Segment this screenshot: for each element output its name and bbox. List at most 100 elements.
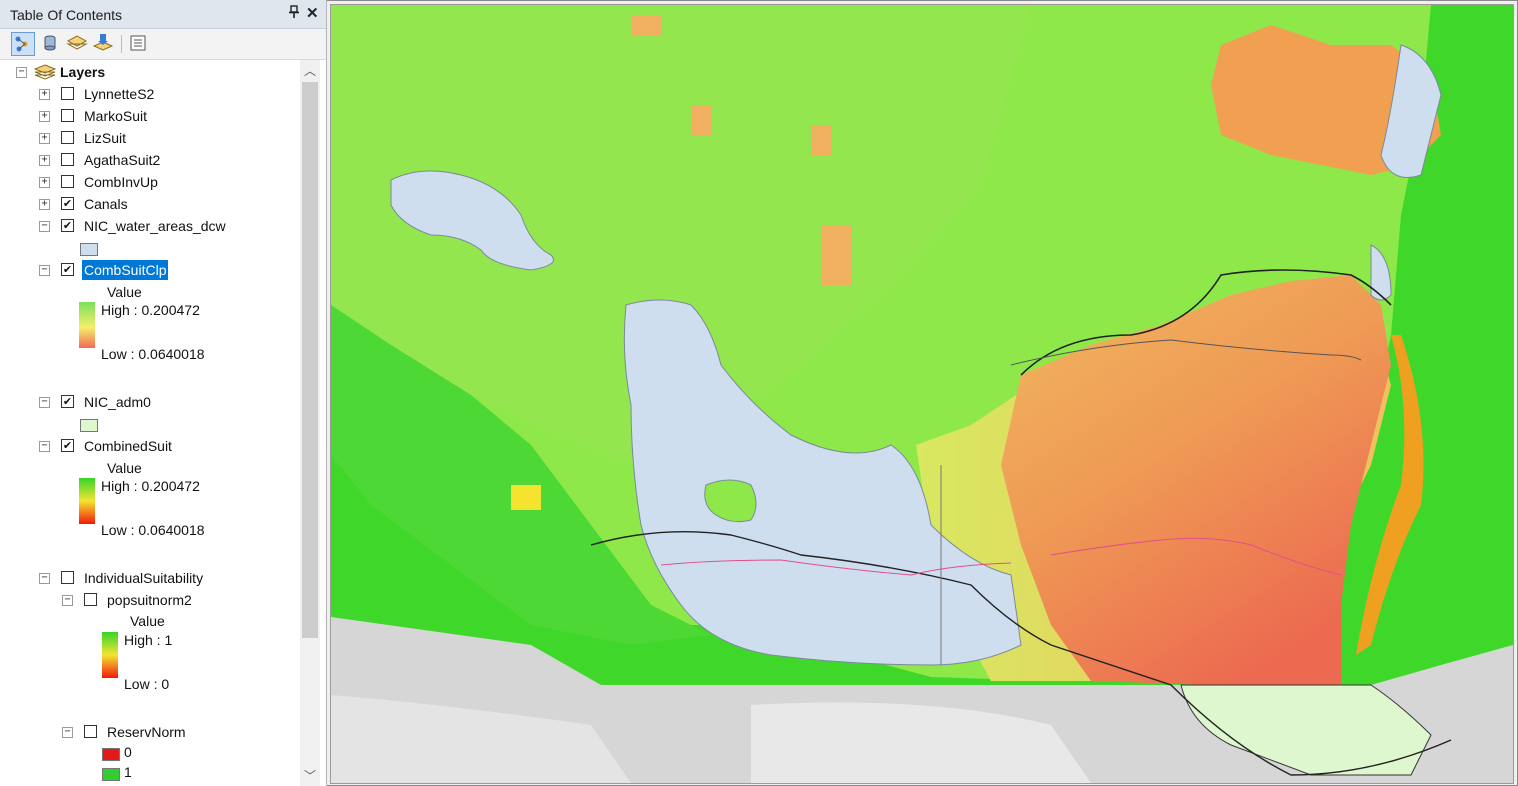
legend-swatch-one[interactable] bbox=[102, 768, 120, 781]
layer-label[interactable]: LizSuit bbox=[84, 130, 127, 146]
legend-swatch-water[interactable] bbox=[80, 243, 98, 256]
layer-visibility-checkbox[interactable]: ✔ bbox=[61, 439, 74, 452]
map-canvas[interactable] bbox=[331, 5, 1513, 783]
table-of-contents-panel: Table Of Contents ✕ − Layers bbox=[0, 0, 327, 786]
raster-patch bbox=[511, 485, 541, 510]
layer-row-combsuitclp[interactable]: − ✔ CombSuitClp bbox=[0, 260, 300, 280]
legend-low: Low : 0.0640018 bbox=[101, 522, 205, 538]
layer-tree: − Layers + LynnetteS2 + MarkoSuit + LizS… bbox=[0, 60, 300, 786]
coastal-lagoon bbox=[1370, 244, 1392, 301]
list-by-drawing-order-button[interactable] bbox=[11, 32, 35, 56]
collapse-icon[interactable]: − bbox=[39, 397, 50, 408]
collapse-icon[interactable]: − bbox=[62, 595, 73, 606]
layers-label: Layers bbox=[60, 64, 106, 80]
close-icon[interactable]: ✕ bbox=[306, 5, 319, 22]
toc-vertical-scrollbar[interactable]: ︿ ﹀ bbox=[300, 60, 320, 786]
layer-row-canals[interactable]: + ✔ Canals bbox=[0, 194, 300, 214]
coastal-lagoon bbox=[1380, 44, 1442, 178]
expand-icon[interactable]: + bbox=[39, 89, 50, 100]
layer-row-reservnorm[interactable]: − ReservNorm bbox=[0, 722, 300, 742]
pin-icon[interactable] bbox=[288, 5, 300, 22]
layer-visibility-checkbox[interactable]: ✔ bbox=[61, 263, 74, 276]
layer-visibility-checkbox[interactable] bbox=[84, 593, 97, 606]
basemap-land bbox=[331, 695, 631, 783]
collapse-icon[interactable]: − bbox=[16, 67, 27, 78]
layer-visibility-checkbox[interactable] bbox=[61, 571, 74, 584]
layer-visibility-checkbox[interactable] bbox=[61, 153, 74, 166]
tree-root-layers[interactable]: − Layers bbox=[0, 62, 300, 82]
options-button[interactable] bbox=[127, 32, 151, 56]
layer-row-lizsuit[interactable]: + LizSuit bbox=[0, 128, 300, 148]
expand-icon[interactable]: + bbox=[39, 111, 50, 122]
admin-boundary-south bbox=[1180, 684, 1432, 776]
layer-row-markosuit[interactable]: + MarkoSuit bbox=[0, 106, 300, 126]
collapse-icon[interactable]: − bbox=[39, 221, 50, 232]
collapse-icon[interactable]: − bbox=[39, 573, 50, 584]
expand-icon[interactable]: + bbox=[39, 177, 50, 188]
canal-line bbox=[1050, 537, 1342, 576]
layer-label[interactable]: AgathaSuit2 bbox=[84, 152, 161, 168]
list-by-selection-button[interactable] bbox=[92, 32, 116, 56]
legend-color-ramp[interactable] bbox=[79, 478, 95, 524]
layer-label[interactable]: NIC_water_areas_dcw bbox=[84, 218, 226, 234]
collapse-icon[interactable]: − bbox=[39, 441, 50, 452]
layer-row-individualsuitability[interactable]: − IndividualSuitability bbox=[0, 568, 300, 588]
collapse-icon[interactable]: − bbox=[62, 727, 73, 738]
layers-icon bbox=[33, 64, 57, 85]
layer-visibility-checkbox[interactable] bbox=[61, 175, 74, 188]
layer-visibility-checkbox[interactable] bbox=[61, 109, 74, 122]
raster-combsuitclp-north bbox=[331, 5, 1031, 465]
legend-class-label: 1 bbox=[124, 764, 132, 780]
toc-title-bar: Table Of Contents ✕ bbox=[0, 0, 326, 29]
legend-title: Value bbox=[107, 460, 142, 476]
raster-patch bbox=[821, 225, 851, 285]
legend-swatch-zero[interactable] bbox=[102, 748, 120, 761]
map-view[interactable] bbox=[330, 4, 1514, 784]
layer-label[interactable]: CombInvUp bbox=[84, 174, 158, 190]
legend-swatch-admin[interactable] bbox=[80, 419, 98, 432]
layer-label-selected[interactable]: CombSuitClp bbox=[82, 260, 169, 280]
layer-row-popsuitnorm2[interactable]: − popsuitnorm2 bbox=[0, 590, 300, 610]
legend-title: Value bbox=[107, 284, 142, 300]
list-by-visibility-button[interactable] bbox=[66, 32, 90, 56]
layer-visibility-checkbox[interactable] bbox=[61, 87, 74, 100]
layer-label[interactable]: LynnetteS2 bbox=[84, 86, 155, 102]
road-line bbox=[590, 530, 1452, 776]
expand-icon[interactable]: + bbox=[39, 199, 50, 210]
layer-visibility-checkbox[interactable] bbox=[84, 725, 97, 738]
lake-managua bbox=[390, 170, 554, 271]
layer-visibility-checkbox[interactable]: ✔ bbox=[61, 197, 74, 210]
raster-east-coast-strip bbox=[1356, 335, 1424, 655]
raster-patch bbox=[691, 105, 711, 135]
layer-row-nic-adm0[interactable]: − ✔ NIC_adm0 bbox=[0, 392, 300, 412]
basemap-land bbox=[751, 702, 1091, 783]
expand-icon[interactable]: + bbox=[39, 155, 50, 166]
layer-label[interactable]: Canals bbox=[84, 196, 128, 212]
options-icon bbox=[130, 35, 146, 51]
collapse-icon[interactable]: − bbox=[39, 265, 50, 276]
raster-patch bbox=[811, 125, 831, 155]
layer-row-combinedsuit[interactable]: − ✔ CombinedSuit bbox=[0, 436, 300, 456]
layer-label[interactable]: ReservNorm bbox=[107, 724, 186, 740]
layer-row-nic-water-areas-dcw[interactable]: − ✔ NIC_water_areas_dcw bbox=[0, 216, 300, 236]
scroll-thumb[interactable] bbox=[302, 82, 318, 638]
list-by-source-button[interactable] bbox=[39, 32, 63, 56]
expand-icon[interactable]: + bbox=[39, 133, 50, 144]
layer-label[interactable]: IndividualSuitability bbox=[84, 570, 204, 586]
layer-row-lynnettes2[interactable]: + LynnetteS2 bbox=[0, 84, 300, 104]
layer-row-agathasuit2[interactable]: + AgathaSuit2 bbox=[0, 150, 300, 170]
legend-color-ramp[interactable] bbox=[102, 632, 118, 678]
scroll-down-arrow-icon[interactable]: ﹀ bbox=[303, 769, 316, 783]
layer-label[interactable]: NIC_adm0 bbox=[84, 394, 151, 410]
toc-title: Table Of Contents bbox=[10, 7, 123, 23]
layer-visibility-checkbox[interactable] bbox=[61, 131, 74, 144]
layer-label[interactable]: CombinedSuit bbox=[84, 438, 172, 454]
raster-coastal-green bbox=[331, 305, 711, 645]
layer-label[interactable]: MarkoSuit bbox=[84, 108, 148, 124]
scroll-up-arrow-icon[interactable]: ︿ bbox=[303, 64, 316, 78]
layer-visibility-checkbox[interactable]: ✔ bbox=[61, 395, 74, 408]
layer-label[interactable]: popsuitnorm2 bbox=[107, 592, 192, 608]
legend-color-ramp[interactable] bbox=[79, 302, 95, 348]
layer-visibility-checkbox[interactable]: ✔ bbox=[61, 219, 74, 232]
layer-row-combinvup[interactable]: + CombInvUp bbox=[0, 172, 300, 192]
